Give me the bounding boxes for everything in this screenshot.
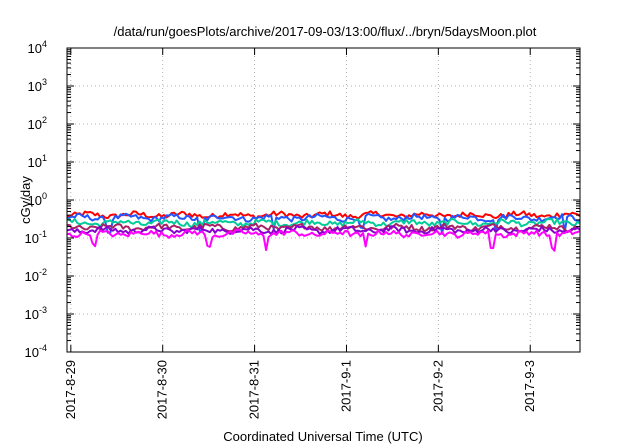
y-tick-exponent: 0 bbox=[42, 191, 47, 201]
y-tick-exponent: 4 bbox=[42, 39, 47, 49]
ticks bbox=[67, 47, 580, 353]
y-tick-label: 10-1 bbox=[25, 229, 47, 246]
y-tick-label: 101 bbox=[28, 153, 47, 170]
x-tick-label: 2017-9-1 bbox=[338, 360, 353, 412]
y-tick-base: 10 bbox=[25, 307, 39, 322]
y-tick-exponent: 3 bbox=[42, 77, 47, 87]
chart-title: /data/run/goesPlots/archive/2017-09-03/1… bbox=[114, 24, 537, 39]
y-axis-label: cGy/day bbox=[18, 176, 33, 224]
series-line bbox=[66, 225, 581, 236]
y-tick-label: 103 bbox=[28, 77, 47, 94]
y-tick-exponent: -1 bbox=[39, 229, 47, 239]
series-layer bbox=[66, 210, 581, 252]
y-tick-base: 10 bbox=[28, 193, 42, 208]
y-tick-base: 10 bbox=[28, 155, 42, 170]
y-tick-base: 10 bbox=[25, 345, 39, 360]
x-tick-label: 2017-8-29 bbox=[63, 360, 78, 419]
y-tick-exponent: 1 bbox=[42, 153, 47, 163]
y-tick-exponent: 2 bbox=[42, 115, 47, 125]
x-axis-label: Coordinated Universal Time (UTC) bbox=[223, 429, 422, 444]
y-tick-base: 10 bbox=[25, 269, 39, 284]
y-tick-label: 102 bbox=[28, 115, 47, 132]
grid bbox=[67, 48, 580, 352]
series-line bbox=[66, 210, 581, 221]
x-tick-label: 2017-9-2 bbox=[430, 360, 445, 412]
series-line bbox=[66, 228, 581, 252]
x-tick-labels: 2017-8-29 2017-8-30 2017-8-31 2017-9-1 2017-… bbox=[63, 360, 537, 419]
y-tick-exponent: -4 bbox=[39, 343, 47, 353]
x-tick-label: 2017-8-30 bbox=[155, 360, 170, 419]
y-tick-label: 10-3 bbox=[25, 305, 47, 322]
x-tick-label: 2017-8-31 bbox=[247, 360, 262, 419]
y-tick-label: 104 bbox=[28, 39, 47, 56]
y-tick-label: 100 bbox=[28, 191, 47, 208]
y-tick-exponent: -3 bbox=[39, 305, 47, 315]
y-tick-base: 10 bbox=[28, 117, 42, 132]
y-tick-label: 10-2 bbox=[25, 267, 47, 284]
y-tick-label: 10-4 bbox=[25, 343, 47, 360]
y-tick-exponent: -2 bbox=[39, 267, 47, 277]
series-line bbox=[66, 217, 581, 228]
y-tick-base: 10 bbox=[25, 231, 39, 246]
y-tick-base: 10 bbox=[28, 79, 42, 94]
y-tick-base: 10 bbox=[28, 41, 42, 56]
x-tick-label: 2017-9-3 bbox=[522, 360, 537, 412]
